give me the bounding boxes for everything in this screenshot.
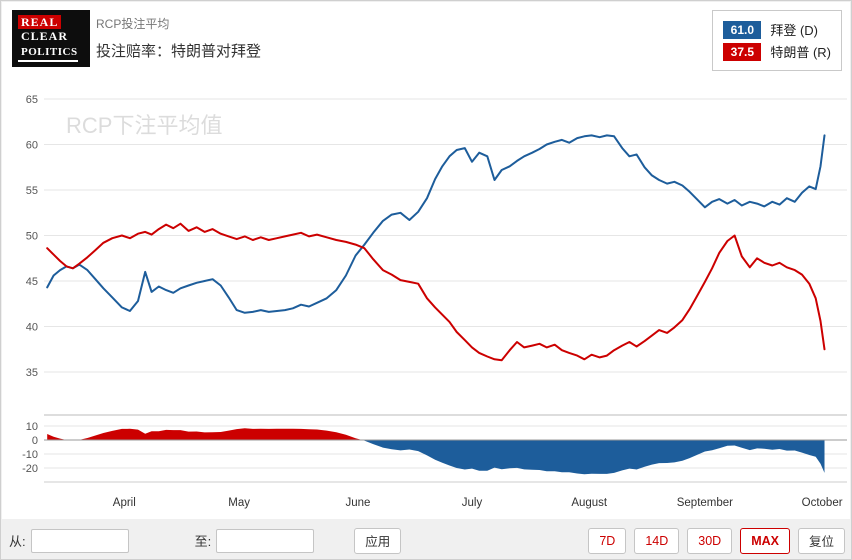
rcp-logo: REAL CLEAR POLITICS <box>12 10 90 67</box>
controls-bar: 从: 至: 应用 7D 14D 30D MAX 复位 <box>1 520 851 559</box>
legend: 61.0 拜登 (D) 37.5 特朗普 (R) <box>712 10 842 71</box>
range-button-max[interactable]: MAX <box>740 527 790 554</box>
logo-line-politics: POLITICS <box>18 46 78 62</box>
trump-line <box>46 222 826 362</box>
range-button-30d[interactable]: 30D <box>687 527 733 554</box>
y-axis-tick-label: 60 <box>26 140 38 152</box>
from-date-input[interactable] <box>30 528 129 553</box>
y-axis-tick-label: -20 <box>22 463 38 475</box>
y-axis-tick-label: 45 <box>26 276 38 288</box>
x-axis-month-label: August <box>571 497 608 509</box>
biden-legend-label: 拜登 (D) <box>770 23 818 38</box>
titles: RCP投注平均 投注赔率：特朗普对拜登 <box>96 15 261 61</box>
biden-line <box>46 134 826 314</box>
x-axis-month-label: June <box>346 497 371 509</box>
y-axis-tick-label: 10 <box>26 421 38 433</box>
y-axis-tick-label: 40 <box>26 322 38 334</box>
to-date-input[interactable] <box>216 528 315 553</box>
x-axis-month-label: May <box>228 497 250 509</box>
diff-area-negative <box>47 440 825 475</box>
y-axis-tick-label: 50 <box>26 231 38 243</box>
y-axis-tick-label: -10 <box>22 449 38 461</box>
trump-value-badge: 37.5 <box>723 42 762 61</box>
diff-area-positive <box>47 428 825 440</box>
watermark-text: RCP下注平均值 <box>66 113 222 138</box>
x-axis-month-label: April <box>113 497 136 509</box>
to-label: 至: <box>194 534 212 549</box>
chart-title: 投注赔率：特朗普对拜登 <box>96 43 262 60</box>
y-axis-tick-label: 55 <box>26 185 38 197</box>
y-axis-tick-label: 35 <box>26 367 38 379</box>
apply-button[interactable]: 应用 <box>354 527 402 554</box>
legend-item-biden: 61.0 拜登 (D) <box>723 20 831 39</box>
trump-legend-label: 特朗普 (R) <box>770 45 831 60</box>
range-button-7d[interactable]: 7D <box>588 527 627 554</box>
chart-subtitle: RCP投注平均 <box>96 17 170 31</box>
y-axis-tick-label: 65 <box>26 94 38 106</box>
reset-button[interactable]: 复位 <box>797 527 845 554</box>
logo-line-real: REAL <box>18 15 62 30</box>
chart-svg[interactable]: 65 60 55 50 45 40 35 RCP下注平均值 10 0 -10 -20 April May J… <box>2 87 852 517</box>
biden-value-badge: 61.0 <box>723 20 762 39</box>
range-buttons: 7D 14D 30D MAX 复位 <box>588 527 845 554</box>
x-axis-month-label: September <box>677 497 733 509</box>
legend-item-trump: 37.5 特朗普 (R) <box>723 42 831 61</box>
chart-card: REAL CLEAR POLITICS RCP投注平均 投注赔率：特朗普对拜登 … <box>2 2 850 519</box>
x-axis-month-label: October <box>802 497 843 509</box>
logo-line-clear: CLEAR <box>21 29 69 44</box>
y-axis-tick-label: 0 <box>32 435 38 447</box>
from-label: 从: <box>9 534 26 549</box>
range-button-14d[interactable]: 14D <box>634 527 680 554</box>
x-axis-month-label: July <box>462 497 483 509</box>
